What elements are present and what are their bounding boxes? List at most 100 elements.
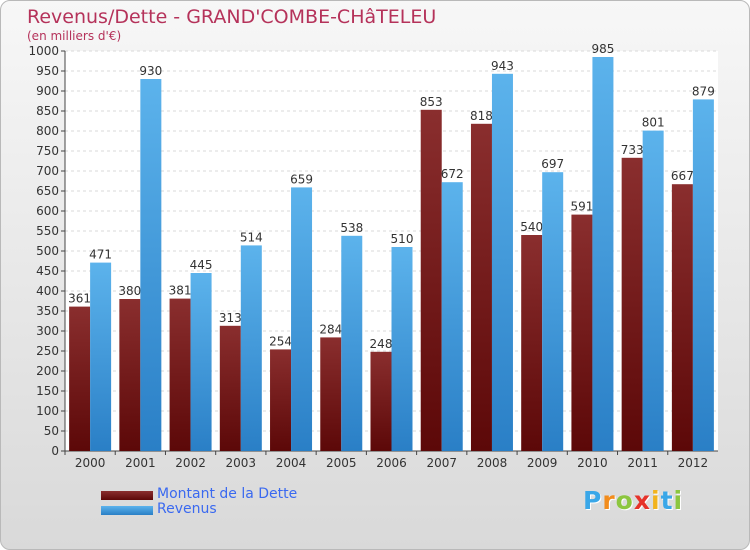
data-label-revenue: 659 xyxy=(290,172,313,186)
data-label-debt: 254 xyxy=(269,334,292,348)
y-tick-label: 150 xyxy=(36,384,59,398)
bar-debt xyxy=(69,306,91,451)
y-tick-label: 350 xyxy=(36,304,59,318)
data-label-revenue: 943 xyxy=(491,59,514,73)
bar-revenue xyxy=(190,273,212,451)
bar-debt xyxy=(270,349,292,451)
y-tick-label: 250 xyxy=(36,344,59,358)
y-tick-label: 100 xyxy=(36,404,59,418)
x-tick-label: 2008 xyxy=(477,456,508,470)
data-label-revenue: 510 xyxy=(391,232,414,246)
proxiti-logo: Proxiti xyxy=(583,486,683,515)
data-label-revenue: 471 xyxy=(89,248,112,262)
data-label-revenue: 801 xyxy=(642,116,665,130)
y-tick-label: 300 xyxy=(36,324,59,338)
y-tick-label: 1000 xyxy=(28,44,59,58)
chart-subtitle: (en milliers d'€) xyxy=(27,29,122,43)
data-label-debt: 733 xyxy=(621,143,644,157)
bar-debt xyxy=(370,351,392,451)
bar-revenue xyxy=(391,247,413,451)
x-tick-label: 2007 xyxy=(426,456,457,470)
x-tick-label: 2011 xyxy=(627,456,658,470)
x-tick-label: 2002 xyxy=(175,456,206,470)
x-tick-label: 2010 xyxy=(577,456,608,470)
bar-debt xyxy=(470,123,492,452)
y-tick-label: 50 xyxy=(44,424,59,438)
y-tick-label: 200 xyxy=(36,364,59,378)
y-tick-label: 400 xyxy=(36,284,59,298)
y-tick-label: 700 xyxy=(36,164,59,178)
logo-letter: i xyxy=(673,486,684,515)
bar-revenue xyxy=(692,99,714,452)
bar-revenue xyxy=(240,245,262,451)
data-label-debt: 361 xyxy=(68,292,91,306)
bar-revenue xyxy=(291,187,313,451)
data-label-revenue: 697 xyxy=(541,157,564,171)
bar-debt xyxy=(420,109,442,452)
bar-revenue xyxy=(642,130,664,451)
y-tick-label: 900 xyxy=(36,84,59,98)
y-tick-label: 750 xyxy=(36,144,59,158)
bar-debt xyxy=(219,325,241,451)
data-label-revenue: 445 xyxy=(190,258,213,272)
bar-debt xyxy=(671,184,693,451)
bar-revenue xyxy=(542,172,564,451)
x-tick-label: 2006 xyxy=(376,456,407,470)
y-tick-label: 800 xyxy=(36,124,59,138)
legend-label-revenue: Revenus xyxy=(157,501,217,517)
bar-revenue xyxy=(140,79,162,451)
x-tick-label: 2012 xyxy=(678,456,709,470)
x-tick-label: 2004 xyxy=(276,456,307,470)
data-label-debt: 284 xyxy=(319,322,342,336)
legend-swatch-revenue xyxy=(101,506,153,515)
bar-revenue xyxy=(592,57,614,451)
data-label-revenue: 514 xyxy=(240,230,263,244)
y-tick-label: 650 xyxy=(36,184,59,198)
data-label-debt: 667 xyxy=(671,169,694,183)
bar-debt xyxy=(119,299,141,451)
logo-letter: i xyxy=(651,486,661,515)
x-tick-label: 2005 xyxy=(326,456,357,470)
logo-letter: r xyxy=(602,486,616,515)
logo-letter: o xyxy=(615,486,634,515)
logo-letter: t xyxy=(660,486,674,515)
data-label-debt: 313 xyxy=(219,311,242,325)
data-label-debt: 540 xyxy=(520,220,543,234)
bar-debt xyxy=(521,235,543,451)
x-tick-label: 2003 xyxy=(226,456,257,470)
y-tick-label: 850 xyxy=(36,104,59,118)
x-tick-label: 2009 xyxy=(527,456,558,470)
data-label-debt: 818 xyxy=(470,109,493,123)
bar-debt xyxy=(621,157,643,452)
logo-letter: P xyxy=(583,486,603,515)
y-tick-label: 450 xyxy=(36,264,59,278)
bar-revenue xyxy=(441,182,463,451)
data-label-revenue: 879 xyxy=(692,84,715,98)
legend-swatch-debt xyxy=(101,491,153,500)
data-label-revenue: 672 xyxy=(441,167,464,181)
bar-debt xyxy=(320,337,342,451)
data-label-debt: 380 xyxy=(118,284,141,298)
bar-revenue xyxy=(491,73,513,452)
legend-label-debt: Montant de la Dette xyxy=(157,486,298,502)
bar-debt xyxy=(169,298,191,451)
x-tick-label: 2001 xyxy=(125,456,156,470)
x-tick-label: 2000 xyxy=(75,456,106,470)
data-label-revenue: 538 xyxy=(340,221,363,235)
data-label-revenue: 985 xyxy=(591,42,614,56)
data-label-debt: 853 xyxy=(420,95,443,109)
bar-revenue xyxy=(341,235,363,451)
data-label-debt: 381 xyxy=(169,284,192,298)
bar-revenue xyxy=(90,262,112,451)
y-tick-label: 500 xyxy=(36,244,59,258)
y-tick-label: 550 xyxy=(36,224,59,238)
data-label-debt: 591 xyxy=(570,200,593,214)
y-tick-label: 950 xyxy=(36,64,59,78)
logo-letter: x xyxy=(633,486,651,515)
data-label-debt: 248 xyxy=(370,337,393,351)
chart-title: Revenus/Dette - GRAND'COMBE-CHâTELEU xyxy=(27,6,437,28)
y-tick-label: 0 xyxy=(51,444,59,458)
data-label-revenue: 930 xyxy=(139,64,162,78)
